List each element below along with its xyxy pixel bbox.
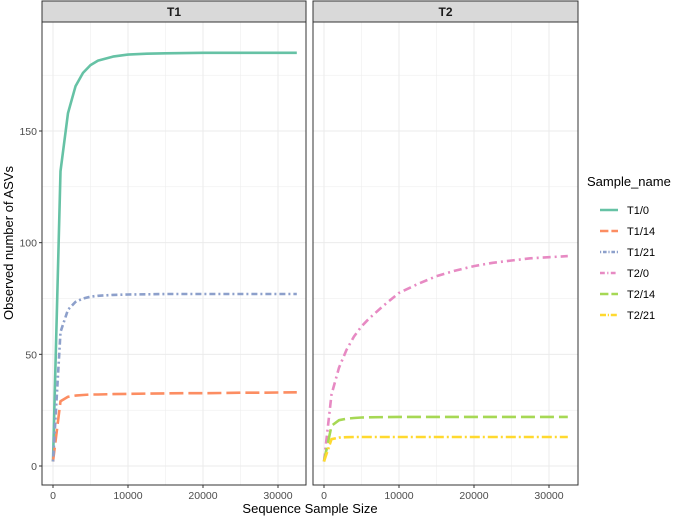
series-line-T1-14 bbox=[51, 391, 297, 462]
x-tick-label: 10000 bbox=[113, 490, 142, 502]
series-line-T2-0 bbox=[322, 254, 568, 462]
legend-label: T1/14 bbox=[627, 226, 655, 238]
x-axis-label: Sequence Sample Size bbox=[242, 501, 377, 516]
y-tick-label: 100 bbox=[19, 238, 37, 250]
x-tick-label: 20000 bbox=[459, 490, 488, 502]
legend-label: T1/21 bbox=[627, 247, 655, 259]
x-tick-label: 0 bbox=[50, 490, 56, 502]
panel-t2: T2 0 10000 20000 30000 bbox=[312, 0, 579, 502]
series-line-T1-0 bbox=[51, 51, 297, 462]
facet-title: T1 bbox=[167, 5, 181, 19]
x-tick-label: 20000 bbox=[188, 490, 217, 502]
x-tick-label: 30000 bbox=[263, 490, 292, 502]
legend-label: T2/21 bbox=[627, 310, 655, 322]
series-line-T2-21 bbox=[322, 435, 568, 462]
x-tick-label: 10000 bbox=[384, 490, 413, 502]
legend-title: Sample_name bbox=[587, 174, 671, 189]
legend-label: T1/0 bbox=[627, 205, 649, 217]
panel-t1: T1 0 10000 20000 30000 0 50 100 150 bbox=[19, 0, 307, 502]
x-tick-label: 0 bbox=[321, 490, 327, 502]
x-tick-label: 30000 bbox=[534, 490, 563, 502]
panel-border bbox=[312, 21, 579, 486]
panel-border bbox=[41, 21, 307, 486]
y-tick-label: 150 bbox=[19, 126, 37, 138]
y-tick-label: 50 bbox=[25, 349, 37, 361]
series-line-T1-21 bbox=[51, 292, 297, 462]
series-line-T2-14 bbox=[322, 415, 568, 462]
y-tick-label: 0 bbox=[31, 461, 37, 473]
legend-label: T2/14 bbox=[627, 289, 655, 301]
legend-label: T2/0 bbox=[627, 268, 649, 280]
y-axis-label: Observed number of ASVs bbox=[1, 166, 16, 320]
facet-title: T2 bbox=[438, 5, 452, 19]
legend: Sample_name T1/0 T1/14 T1/21 T2/0 T2/14 T2/21 bbox=[587, 174, 671, 322]
